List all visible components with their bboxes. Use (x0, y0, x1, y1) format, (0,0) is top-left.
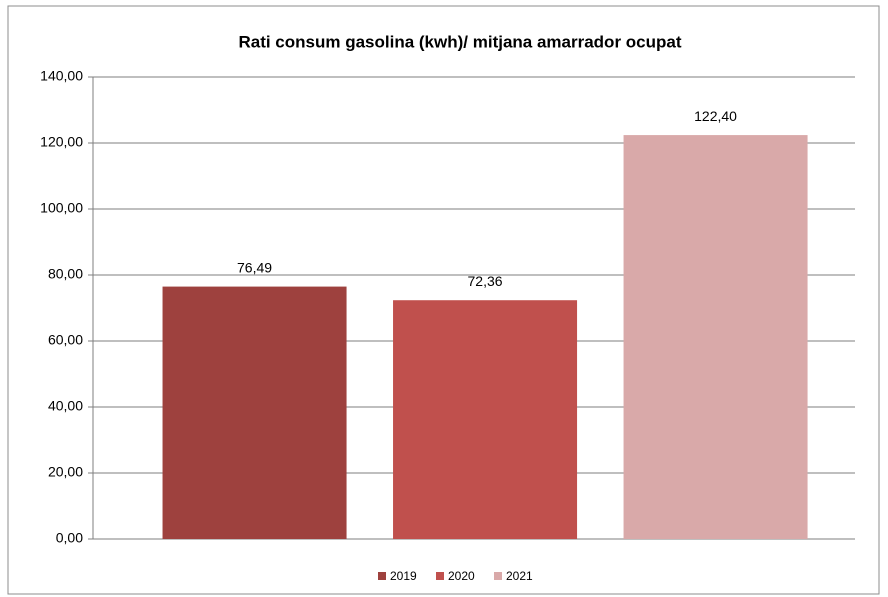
legend-swatch (436, 572, 444, 580)
y-tick-label: 20,00 (48, 464, 83, 480)
legend-swatch (378, 572, 386, 580)
bar (162, 286, 347, 539)
y-tick-label: 60,00 (48, 332, 83, 348)
legend-label: 2019 (390, 569, 417, 583)
value-label: 72,36 (468, 273, 503, 289)
y-tick-label: 120,00 (40, 134, 83, 150)
legend-label: 2020 (448, 569, 475, 583)
y-tick-label: 100,00 (40, 200, 83, 216)
value-label: 122,40 (694, 108, 737, 124)
y-tick-label: 80,00 (48, 266, 83, 282)
y-tick-label: 140,00 (40, 68, 83, 84)
legend-label: 2021 (506, 569, 533, 583)
y-tick-label: 40,00 (48, 398, 83, 414)
chart-title: Rati consum gasolina (kwh)/ mitjana amar… (238, 32, 681, 51)
y-tick-label: 0,00 (56, 530, 83, 546)
value-label: 76,49 (237, 259, 272, 275)
bar (393, 300, 578, 539)
bar (623, 135, 808, 539)
legend-swatch (494, 572, 502, 580)
